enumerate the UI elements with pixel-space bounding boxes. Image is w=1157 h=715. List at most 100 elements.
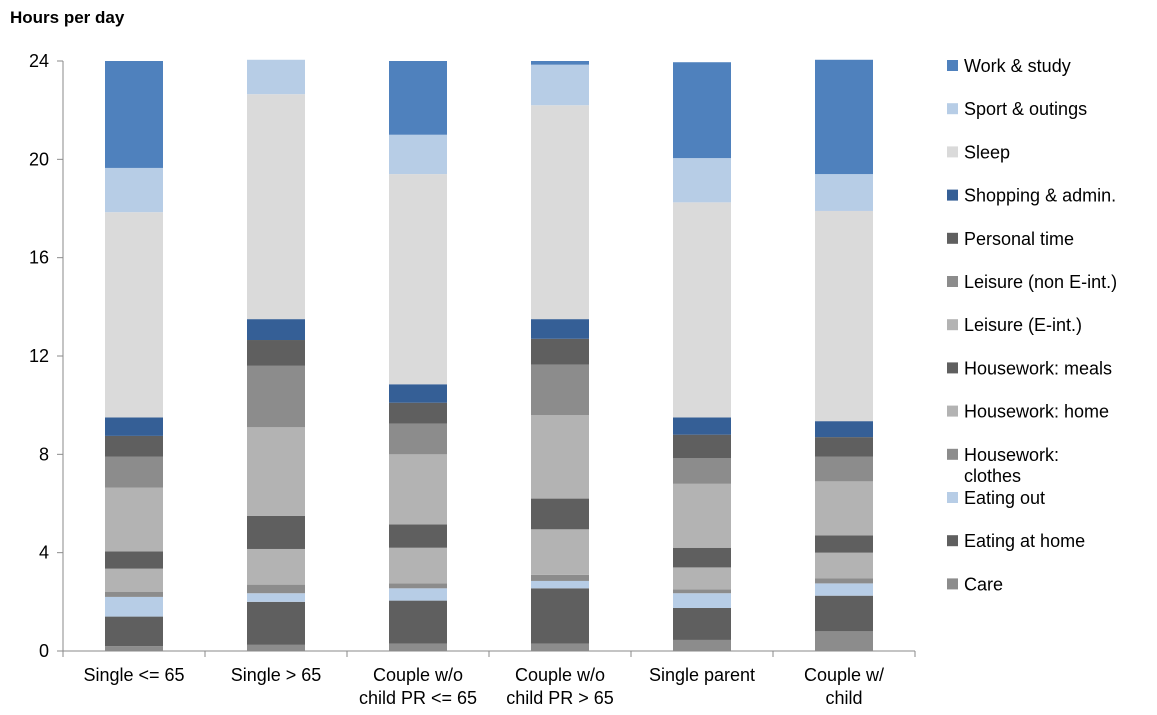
bar-segment <box>389 600 447 644</box>
bar-segment <box>673 62 731 159</box>
bar-segment <box>247 319 305 341</box>
bar-segment <box>531 338 589 365</box>
bar-segment <box>389 402 447 424</box>
legend-label: Eating out <box>964 488 1045 508</box>
bar-segment <box>247 601 305 645</box>
bar-segment <box>247 548 305 585</box>
bar-segment <box>673 547 731 568</box>
bar-segment <box>105 592 163 597</box>
legend-label: Housework: clothes <box>964 445 1059 486</box>
bar-segment <box>105 551 163 569</box>
bar-segment <box>389 643 447 651</box>
y-tick-label: 8 <box>39 444 49 464</box>
axes-group: 0 4 8 12 16 20 24 Single <= 65 Single > 65 Couple… <box>29 51 916 708</box>
bar-segment <box>247 365 305 428</box>
bar-segment <box>389 384 447 403</box>
bar-segment <box>531 319 589 339</box>
bars-group <box>105 59 873 651</box>
bar-segment <box>673 593 731 608</box>
legend-swatch <box>947 578 958 590</box>
bar-segment <box>531 574 589 581</box>
legend-label: Work & study <box>964 56 1071 76</box>
bar-segment <box>815 583 873 596</box>
bar-segment <box>389 61 447 135</box>
legend-label: Care <box>964 574 1003 594</box>
bar-segment <box>105 61 163 168</box>
legend-label: Sleep <box>964 142 1010 162</box>
bar-segment <box>815 210 873 422</box>
bar-segment <box>247 427 305 516</box>
bar-segment <box>389 454 447 525</box>
y-tick-label: 12 <box>29 346 49 366</box>
bar-segment <box>673 567 731 590</box>
legend-swatch <box>947 60 958 71</box>
x-tick-label: Couple w/o child PR > 65 <box>506 665 614 708</box>
bar-segment <box>815 174 873 211</box>
bar-segment <box>247 515 305 549</box>
bar-segment <box>815 631 873 651</box>
bar-segment <box>531 61 589 65</box>
bar-segment <box>815 437 873 457</box>
legend-label: Housework: home <box>964 402 1109 422</box>
bar-segment <box>105 456 163 488</box>
legend-label: Leisure (E-int.) <box>964 315 1082 335</box>
bar-segment <box>673 202 731 418</box>
bar-segment <box>105 568 163 592</box>
bar-segment <box>389 583 447 589</box>
x-tick-label: Single > 65 <box>231 665 322 685</box>
bar-segment <box>247 584 305 594</box>
y-tick-label: 16 <box>29 248 49 268</box>
bar-segment <box>247 593 305 602</box>
bar-segment <box>815 59 873 175</box>
legend-swatch <box>947 232 958 244</box>
bar-segment <box>673 158 731 203</box>
bar-segment <box>389 524 447 548</box>
bar-segment <box>531 64 589 106</box>
bar-segment <box>673 458 731 484</box>
y-tick-label: 4 <box>39 543 49 563</box>
bar-segment <box>673 639 731 651</box>
legend-label: Leisure (non E-int.) <box>964 272 1117 292</box>
bar-segment <box>815 535 873 553</box>
bar-segment <box>815 578 873 584</box>
bar-segment <box>815 456 873 482</box>
bar-segment <box>815 481 873 536</box>
bar-segment <box>105 212 163 418</box>
bar-segment <box>105 435 163 457</box>
legend-swatch <box>947 492 958 503</box>
bar-segment <box>389 423 447 455</box>
legend-swatch <box>947 276 958 287</box>
bar-segment <box>531 364 589 415</box>
bar-segment <box>105 167 163 213</box>
x-tick-label: Couple w/child <box>804 665 884 708</box>
bar-segment <box>247 644 305 651</box>
legend-label: Sport & outings <box>964 99 1087 119</box>
bar-segment <box>389 174 447 385</box>
legend-swatch <box>947 319 958 331</box>
bar-segment <box>815 552 873 579</box>
bar-segment <box>247 340 305 366</box>
bar-segment <box>531 105 589 320</box>
bar-segment <box>389 588 447 601</box>
legend-swatch <box>947 448 958 460</box>
bar-segment <box>105 417 163 436</box>
legend-swatch <box>947 362 958 374</box>
bar-segment <box>105 616 163 647</box>
bar-segment <box>531 415 589 499</box>
y-tick-label: 20 <box>29 149 49 169</box>
bar-segment <box>815 595 873 632</box>
legend-swatch <box>947 189 958 201</box>
x-tick-label: Couple w/o child PR <= 65 <box>359 665 477 708</box>
bar-segment <box>673 607 731 640</box>
bar-segment <box>673 483 731 548</box>
bar-segment <box>105 596 163 617</box>
bar-segment <box>531 588 589 644</box>
legend-label: Housework: meals <box>964 358 1112 378</box>
x-tick-label: Single <= 65 <box>83 665 184 685</box>
legend-swatch <box>947 146 958 158</box>
bar-segment <box>105 646 163 651</box>
bar-segment <box>815 421 873 438</box>
legend-swatch <box>947 535 958 547</box>
bar-segment <box>673 589 731 594</box>
legend-swatch <box>947 103 958 115</box>
